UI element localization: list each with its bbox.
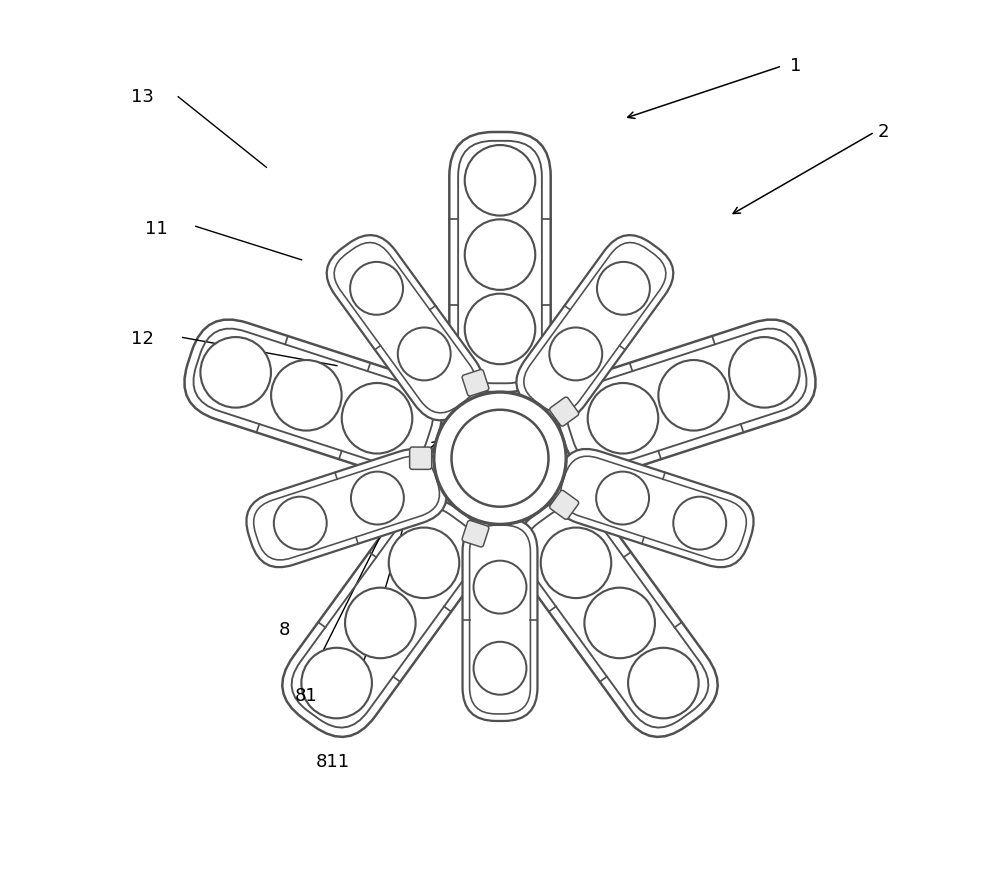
Circle shape bbox=[474, 561, 526, 613]
FancyBboxPatch shape bbox=[184, 320, 442, 476]
Circle shape bbox=[452, 409, 548, 506]
Circle shape bbox=[200, 337, 271, 408]
Circle shape bbox=[465, 145, 535, 215]
Text: 11: 11 bbox=[145, 220, 168, 238]
FancyBboxPatch shape bbox=[462, 521, 489, 547]
Text: 1: 1 bbox=[790, 57, 801, 75]
Circle shape bbox=[465, 219, 535, 290]
Circle shape bbox=[584, 587, 655, 659]
FancyBboxPatch shape bbox=[558, 320, 816, 476]
Text: 81: 81 bbox=[295, 687, 317, 705]
FancyBboxPatch shape bbox=[327, 235, 484, 420]
FancyBboxPatch shape bbox=[462, 369, 489, 396]
Circle shape bbox=[301, 648, 372, 718]
FancyBboxPatch shape bbox=[516, 235, 673, 420]
Circle shape bbox=[350, 262, 403, 315]
FancyBboxPatch shape bbox=[553, 449, 754, 567]
Circle shape bbox=[729, 337, 800, 408]
Circle shape bbox=[342, 383, 412, 454]
FancyBboxPatch shape bbox=[550, 397, 579, 426]
FancyBboxPatch shape bbox=[449, 132, 551, 392]
Circle shape bbox=[541, 528, 611, 598]
FancyBboxPatch shape bbox=[463, 518, 537, 721]
Circle shape bbox=[596, 472, 649, 524]
Circle shape bbox=[389, 528, 459, 598]
Circle shape bbox=[588, 383, 658, 454]
Circle shape bbox=[465, 294, 535, 364]
FancyBboxPatch shape bbox=[282, 497, 487, 737]
Circle shape bbox=[658, 360, 729, 431]
Circle shape bbox=[345, 587, 416, 659]
FancyBboxPatch shape bbox=[410, 447, 432, 469]
FancyBboxPatch shape bbox=[246, 449, 447, 567]
Text: 13: 13 bbox=[131, 88, 154, 106]
FancyBboxPatch shape bbox=[550, 490, 579, 520]
FancyBboxPatch shape bbox=[513, 497, 718, 737]
Circle shape bbox=[398, 328, 451, 380]
Text: 811: 811 bbox=[315, 754, 350, 772]
Circle shape bbox=[351, 472, 404, 524]
Circle shape bbox=[628, 648, 699, 718]
Circle shape bbox=[274, 497, 327, 549]
Circle shape bbox=[271, 360, 342, 431]
Text: 8: 8 bbox=[278, 621, 290, 639]
Circle shape bbox=[673, 497, 726, 549]
Circle shape bbox=[474, 642, 526, 695]
Circle shape bbox=[549, 328, 602, 380]
Circle shape bbox=[434, 392, 566, 524]
Text: 12: 12 bbox=[131, 330, 154, 348]
Circle shape bbox=[597, 262, 650, 315]
Text: 2: 2 bbox=[878, 123, 889, 141]
